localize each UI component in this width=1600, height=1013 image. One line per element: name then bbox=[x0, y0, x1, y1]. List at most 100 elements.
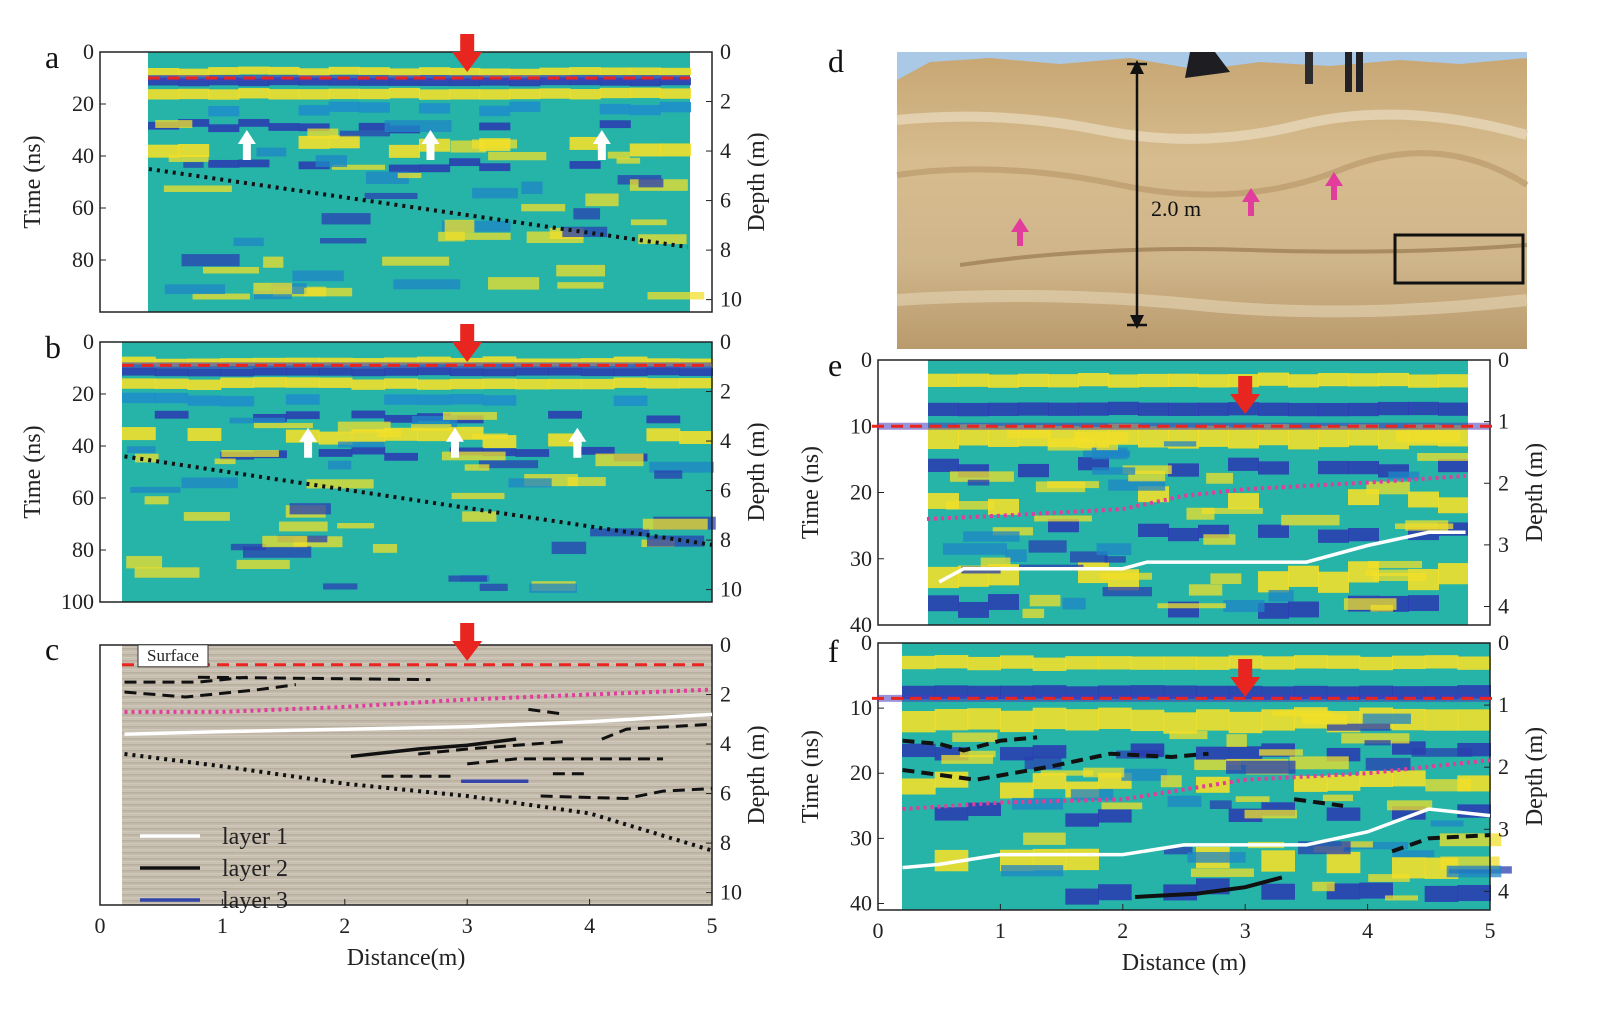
dashed-reflector bbox=[197, 675, 431, 682]
y-tick-label: 40 bbox=[850, 890, 872, 915]
y-right-tick-label: 0 bbox=[720, 329, 731, 354]
red-arrow-marker bbox=[1230, 659, 1261, 697]
dashed-reflector bbox=[528, 707, 566, 716]
y-tick-label: 20 bbox=[850, 480, 872, 505]
x-tick-label: 0 bbox=[95, 913, 106, 938]
panel-f-label: f bbox=[828, 633, 839, 669]
white-arrow bbox=[299, 427, 318, 458]
y-right-tick-label: 6 bbox=[720, 781, 731, 806]
y-right-tick-label: 4 bbox=[1498, 594, 1509, 619]
plot-frame bbox=[99, 341, 713, 603]
y-right-tick-label: 3 bbox=[1498, 532, 1509, 557]
y-right-axis-label: Depth (m) bbox=[1522, 443, 1548, 542]
x-tick-label: 1 bbox=[217, 913, 228, 938]
y-right-tick-label: 8 bbox=[720, 527, 731, 552]
x-tick-label: 4 bbox=[1362, 918, 1373, 943]
series-layer-1 bbox=[124, 712, 713, 736]
plot-frame bbox=[99, 644, 713, 906]
y-right-tick-label: 4 bbox=[720, 138, 731, 163]
dashed-reflector bbox=[1391, 833, 1491, 854]
y-tick-label: 80 bbox=[72, 247, 94, 272]
y-right-tick-label: 2 bbox=[1498, 754, 1509, 779]
y-tick-label: 10 bbox=[850, 413, 872, 438]
surface-label-box bbox=[137, 644, 209, 668]
red-arrow-marker bbox=[452, 623, 483, 661]
y-axis-label: Time (ns) bbox=[798, 446, 824, 539]
radargram-panel-e: 0 10 20 30 40 0 1 2 3 4 Time (ns) Depth (m) bbox=[798, 347, 1548, 637]
y-right-tick-label: 10 bbox=[720, 287, 742, 312]
series-layer-2 bbox=[350, 737, 517, 759]
y-right-tick-label: 2 bbox=[720, 379, 731, 404]
y-tick-label: 20 bbox=[850, 760, 872, 785]
radargram-panel-a: 0 20 40 60 80 0 2 4 6 8 10 Time (ns) Depth (m) bbox=[20, 34, 770, 313]
x-tick-label: 2 bbox=[339, 913, 350, 938]
y-right-tick-label: 6 bbox=[720, 478, 731, 503]
dashed-reflector bbox=[540, 787, 713, 801]
y-tick-label: 30 bbox=[850, 546, 872, 571]
x-tick-label: 3 bbox=[1240, 918, 1251, 943]
dotted-interface bbox=[124, 454, 713, 547]
y-tick-label: 40 bbox=[72, 433, 94, 458]
y-right-tick-label: 0 bbox=[1498, 630, 1509, 655]
white-arrow bbox=[568, 427, 587, 458]
x-axis-label: Distance (m) bbox=[1122, 950, 1247, 976]
radargram-panel-b: 0 20 40 60 80 100 0 2 4 6 8 10 Time (ns) Depth (m) bbox=[20, 324, 770, 614]
y-axis-label: Time (ns) bbox=[798, 730, 824, 823]
y-right-tick-label: 2 bbox=[1498, 470, 1509, 495]
y-right-tick-label: 6 bbox=[720, 188, 731, 213]
dashed-reflector bbox=[902, 751, 1209, 782]
y-tick-label: 0 bbox=[861, 347, 872, 372]
x-tick-label: 5 bbox=[1485, 918, 1496, 943]
x-tick-label: 0 bbox=[873, 918, 884, 943]
panel-d-label: d bbox=[828, 43, 844, 79]
white-layer-line bbox=[902, 807, 1491, 870]
y-tick-label: 100 bbox=[61, 589, 94, 614]
red-arrow-marker bbox=[452, 34, 483, 72]
legend-item: layer 3 bbox=[222, 888, 288, 914]
dashed-reflector bbox=[902, 735, 1038, 753]
magenta-arrow bbox=[1011, 218, 1029, 246]
outcrop-photo: 2.0 m bbox=[896, 52, 1529, 349]
x-tick-label: 2 bbox=[1117, 918, 1128, 943]
interpretation-panel-c: 0 2 4 6 8 10 Depth (m) 0 1 2 3 4 5 Distance(m) Surface… bbox=[95, 623, 770, 971]
plot-frame bbox=[99, 51, 713, 313]
surface-label: Surface bbox=[147, 646, 199, 665]
plot-frame bbox=[877, 642, 1491, 911]
white-arrow bbox=[237, 130, 256, 160]
y-right-tick-label: 8 bbox=[720, 237, 731, 262]
grey-section bbox=[122, 645, 712, 905]
y-right-tick-label: 3 bbox=[1498, 816, 1509, 841]
white-layer-line bbox=[938, 530, 1466, 584]
y-right-tick-label: 10 bbox=[720, 880, 742, 905]
photo-person bbox=[1185, 52, 1230, 78]
dashed-reflector bbox=[124, 683, 297, 699]
y-right-axis-label: Depth (m) bbox=[744, 132, 770, 231]
y-right-axis-label: Depth (m) bbox=[744, 422, 770, 521]
y-tick-label: 0 bbox=[83, 39, 94, 64]
y-tick-label: 20 bbox=[72, 91, 94, 116]
y-right-tick-label: 2 bbox=[720, 89, 731, 114]
y-right-tick-label: 1 bbox=[1498, 409, 1509, 434]
y-tick-label: 80 bbox=[72, 537, 94, 562]
y-axis-label: Time (ns) bbox=[20, 135, 46, 228]
panel-e-label: e bbox=[828, 347, 842, 383]
y-right-axis-label: Depth (m) bbox=[1522, 727, 1548, 826]
y-right-tick-label: 0 bbox=[1498, 347, 1509, 372]
y-tick-label: 0 bbox=[861, 630, 872, 655]
white-arrow bbox=[445, 427, 464, 458]
photo-highlight-box bbox=[1393, 233, 1525, 285]
y-axis-label: Time (ns) bbox=[20, 425, 46, 518]
y-right-tick-label: 10 bbox=[720, 577, 742, 602]
y-right-tick-label: 0 bbox=[720, 632, 731, 657]
white-arrow bbox=[421, 130, 440, 160]
x-axis-label: Distance(m) bbox=[347, 945, 466, 971]
y-tick-label: 60 bbox=[72, 195, 94, 220]
dotted-interface bbox=[124, 751, 713, 853]
dashed-reflector bbox=[601, 722, 713, 741]
x-tick-label: 3 bbox=[462, 913, 473, 938]
black-layer-line bbox=[1134, 875, 1283, 899]
x-tick-label: 1 bbox=[995, 918, 1006, 943]
x-tick-label: 5 bbox=[707, 913, 718, 938]
